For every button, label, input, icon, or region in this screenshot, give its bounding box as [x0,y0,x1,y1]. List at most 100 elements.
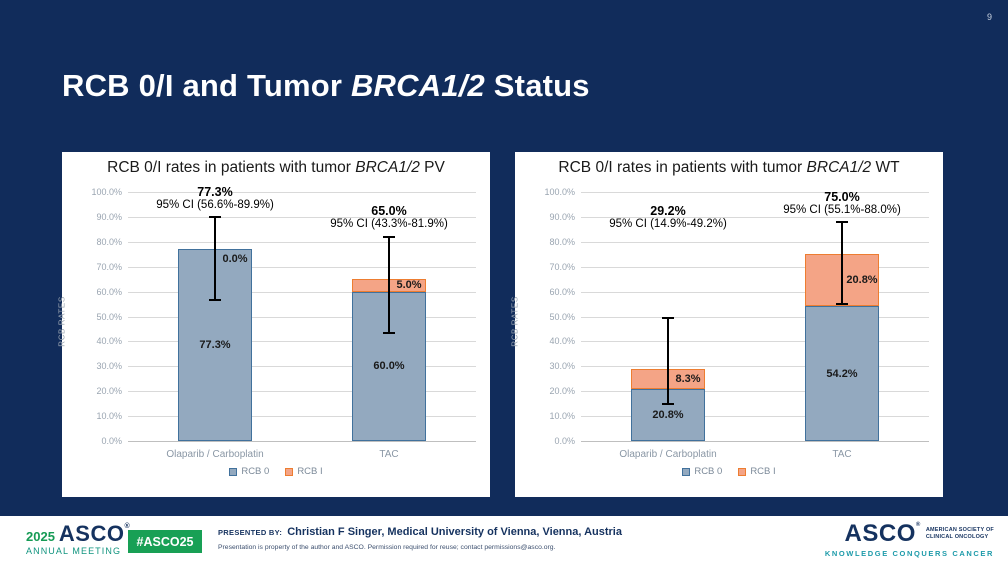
rcb1-value-label: 0.0% [222,252,248,265]
y-axis-tick-label: 0.0% [554,436,575,446]
asco-society-text: AMERICAN SOCIETY OF CLINICAL ONCOLOGY [925,527,994,540]
gridline [128,291,476,293]
rcb1-value-label: 20.8% [846,274,878,287]
y-axis-tick-label: 60.0% [96,286,122,297]
y-axis-tick-label: 100.0% [544,187,575,197]
rcb0-value-label: 20.8% [652,409,684,422]
rcb1-legend-swatch [285,467,294,476]
y-axis-tick-label: 20.0% [96,386,122,397]
footer: 2025 ASCO® ANNUAL MEETING #ASCO25 PRESEN… [0,516,1008,567]
ci-annotation: 75.0% 95% CI (55.1%-88.0%) [747,189,937,217]
y-axis-tick-label: 20.0% [549,386,575,397]
y-axis-tick-label: 80.0% [549,236,575,247]
rcb1-value-label: 5.0% [396,279,422,292]
y-axis-tick-label: 50.0% [549,311,575,322]
y-axis-tick-label: 0.0% [101,436,122,446]
rcb1-legend-swatch [738,467,747,476]
gridline [581,192,929,193]
total-rate-label: 75.0% [824,189,860,204]
confidence-interval-label: 95% CI (55.1%-88.0%) [783,203,901,216]
ci-annotation: 29.2% 95% CI (14.9%-49.2%) [573,205,763,231]
y-axis-tick-label: 30.0% [549,361,575,372]
gridline [581,266,929,268]
y-axis-title: RCB RATES [57,295,67,347]
gridline [128,341,476,343]
y-axis-tick-label: 40.0% [96,336,122,347]
legend-item: RCB 0 [229,466,269,477]
confidence-interval-label: 95% CI (14.9%-49.2%) [609,218,727,230]
asco-society-logo: ASCO® AMERICAN SOCIETY OF CLINICAL ONCOL… [825,522,994,559]
chart-legend: RCB 0 RCB I [62,466,490,477]
legend-item: RCB 0 [682,466,722,477]
gridline [581,241,929,243]
rcb0-legend-swatch [229,467,238,476]
error-bar [214,217,216,301]
gridline [581,416,929,418]
hashtag-badge: #ASCO25 [128,530,202,553]
presented-by-label: PRESENTED BY: [218,528,283,537]
ci-annotation: 77.3% 95% CI (56.6%-89.9%) [120,186,310,212]
y-axis-title: RCB RATES [510,295,520,347]
chart-legend: RCB 0 RCB I [515,466,943,477]
rcb1-value-label: 8.3% [675,372,701,385]
y-axis-tick-label: 70.0% [96,261,122,272]
rcb0-value-label: 54.2% [826,367,858,380]
error-bar-cap-top [662,317,674,320]
bar-segment-rcb0 [805,306,879,441]
legend-label: RCB I [750,466,776,477]
presenter-name: Christian F Singer, Medical University o… [287,526,622,538]
legend-label: RCB 0 [694,466,723,477]
total-rate-label: 77.3% [197,185,233,200]
gridline [128,266,476,268]
gridline [581,216,929,218]
y-axis-tick-label: 10.0% [96,411,122,422]
gridline [128,416,476,418]
slide-title-italic: BRCA1/2 [350,68,485,103]
slide-title: RCB 0/I and Tumor BRCA1/2 Status [62,68,590,104]
chart-panel-brca-wt: RCB 0/I rates in patients with tumor BRC… [511,152,943,497]
gridline [581,291,929,293]
asco-annual-meeting-logo: 2025 ASCO® ANNUAL MEETING [26,523,130,556]
meeting-subtitle: ANNUAL MEETING [26,546,122,556]
x-axis-category-label: Olaparib / Carboplatin [619,449,717,460]
legend-label: RCB 0 [241,466,270,477]
gridline [128,366,476,368]
plot-area: 100.0% 90.0% 80.0% 70.0% 60.0% 50.0% 40.0% 30.0… [511,152,943,497]
gridline [581,391,929,393]
slide-title-post: Status [484,68,590,103]
legend-item: RCB I [738,466,776,477]
gridline [128,391,476,393]
gridline [581,441,929,442]
chart-title: RCB 0/I rates in patients with tumor BRC… [558,159,900,176]
total-rate-label: 65.0% [371,204,407,218]
plot-area: 100.0% 90.0% 80.0% 70.0% 60.0% 50.0% 40.0% 30.0… [58,152,490,497]
error-bar [667,318,669,404]
chart-panel-brca-pv: RCB 0/I rates in patients with tumor BRC… [58,152,490,497]
meeting-name: ASCO® [58,521,131,546]
error-bar-cap-bottom [209,299,221,302]
registered-mark-icon: ® [124,523,131,530]
gridline [581,341,929,343]
error-bar-cap-bottom [836,302,848,305]
y-axis-tick-label: 80.0% [96,236,122,247]
meeting-year: 2025 [26,529,55,544]
x-axis-category-label: TAC [832,449,852,460]
total-rate-label: 29.2% [650,204,686,218]
gridline [128,216,476,218]
x-axis-category-label: TAC [379,449,399,460]
gridline [581,316,929,318]
gridline [128,192,476,193]
y-axis-tick-label: 40.0% [549,336,575,347]
slide-title-pre: RCB 0/I and Tumor [62,68,351,103]
registered-mark-icon: ® [915,522,921,528]
page-number: 9 [986,12,992,22]
confidence-interval-label: 95% CI (43.3%-81.9%) [330,218,448,230]
ci-annotation: 65.0% 95% CI (43.3%-81.9%) [294,205,484,231]
error-bar [841,221,843,304]
y-axis-tick-label: 60.0% [549,286,575,297]
presenter-block: PRESENTED BY: Christian F Singer, Medica… [218,526,622,551]
error-bar [388,237,390,334]
y-axis-tick-label: 90.0% [549,211,575,222]
y-axis-tick-label: 10.0% [549,411,575,422]
